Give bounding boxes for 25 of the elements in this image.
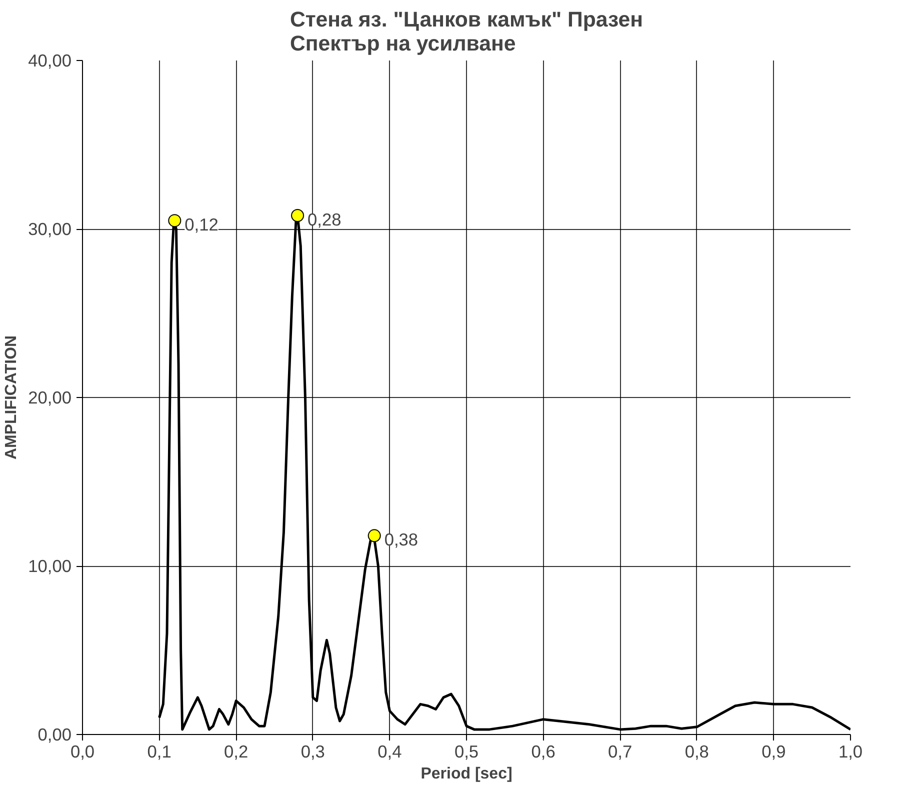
annotation: 0,38 [384, 530, 418, 550]
x-tick-label: 0,6 [531, 742, 556, 762]
y-tick-label: 0,00 [38, 724, 72, 744]
x-tick-label: 0,0 [70, 742, 95, 762]
x-tick-label: 0,3 [300, 742, 325, 762]
x-tick-label: 0,9 [762, 742, 786, 762]
x-tick-label: 1,0 [838, 742, 863, 762]
y-tick-label: 40,00 [28, 50, 72, 70]
y-tick-label: 30,00 [28, 219, 72, 239]
annotation: 0,28 [308, 210, 342, 230]
y-tick-label: 10,00 [28, 556, 72, 576]
point [368, 529, 381, 542]
x-tick-label: 0,2 [224, 742, 248, 762]
x-tick-label: 0,1 [147, 742, 172, 762]
x-tick-label: 0,5 [454, 742, 479, 762]
chart-title: Стена яз. "Цанков камък" Празен Спектър на усилване [290, 8, 644, 56]
x-tick-label: 0,7 [608, 742, 632, 762]
x-tick-label: 0,4 [378, 742, 402, 762]
x-axis-title: Period [sec] [420, 766, 512, 782]
x-tick-label: 0,8 [684, 742, 709, 762]
y-axis-title: AMPLIFICATION [3, 335, 20, 460]
point [291, 209, 304, 222]
annotation: 0,12 [184, 214, 218, 235]
y-tick-label: 20,00 [28, 388, 72, 408]
point [168, 214, 182, 228]
